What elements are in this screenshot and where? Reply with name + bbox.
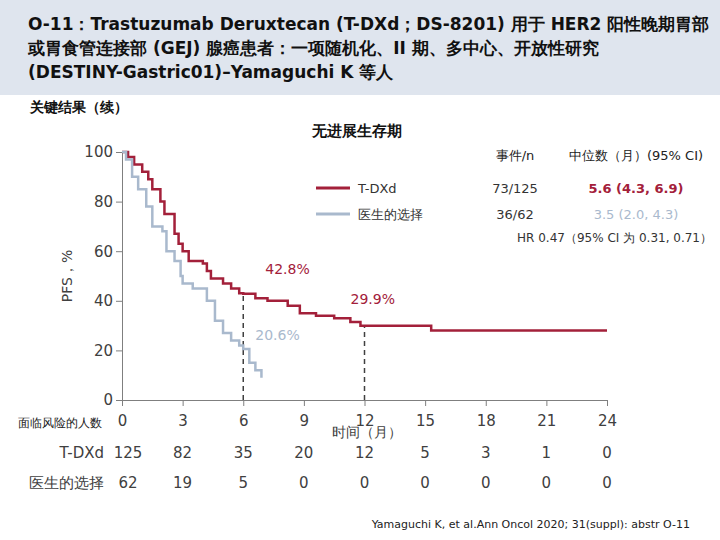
header-title: O-11：Trastuzumab Deruxtecan (T-DXd；DS-82… [28, 14, 709, 34]
tick: 6 [239, 400, 249, 430]
risk-row-label: T-DXd [58, 444, 104, 462]
risk-count: 0 [602, 474, 612, 492]
legend-cell: 73/125 [492, 181, 538, 196]
tick: 0 [118, 400, 128, 430]
risk-count: 0 [420, 474, 430, 492]
legend-label: 医生的选择 [358, 207, 423, 222]
chart-title: 无进展生存期 [311, 122, 402, 140]
tick-label: 0 [103, 391, 113, 409]
tick-mark [183, 400, 184, 406]
risk-table-title: 面临风险的人数 [18, 416, 102, 430]
tick: 3 [178, 400, 188, 430]
risk-count: 35 [234, 444, 253, 462]
legend-cell: 5.6 (4.3, 6.9) [589, 181, 684, 196]
tick-label: 18 [477, 412, 496, 430]
risk-count: 82 [173, 444, 192, 462]
reference-line [364, 326, 366, 400]
tick-mark [116, 251, 122, 252]
tick-mark [486, 400, 487, 406]
legend-cell: 36/62 [496, 207, 533, 222]
annotation-label: 42.8% [265, 261, 309, 277]
km-curve [122, 152, 261, 378]
tick-mark [116, 350, 122, 351]
tick-label: 100 [84, 143, 113, 161]
subtitle: 关键结果（续） [29, 99, 128, 115]
tick-mark [304, 400, 305, 406]
legend-swatch [316, 213, 350, 216]
risk-count: 20 [294, 444, 313, 462]
tick-mark [116, 202, 122, 203]
header-band [0, 0, 720, 95]
tick-mark [243, 400, 244, 406]
risk-count: 1 [542, 444, 552, 462]
tick-mark [122, 400, 123, 406]
y-axis: 0 20 40 60 80 100 [84, 143, 122, 409]
risk-count: 62 [118, 474, 137, 492]
tick: 24 [598, 400, 617, 430]
legend-swatch [316, 187, 350, 190]
tick-label: 20 [94, 342, 113, 360]
risk-count: 0 [299, 474, 309, 492]
risk-count: 0 [542, 474, 552, 492]
tick: 40 [94, 292, 122, 310]
tick: 20 [94, 342, 122, 360]
header-title: (DESTINY-Gastric01)–Yamaguchi K 等人 [28, 62, 394, 82]
annotation-label: 29.9% [351, 291, 395, 307]
tick-mark [116, 301, 122, 302]
tick-label: 0 [118, 412, 128, 430]
risk-count: 12 [355, 444, 374, 462]
legend-label: T-DXd [357, 181, 397, 196]
risk-count: 19 [173, 474, 192, 492]
tick-mark [607, 400, 608, 406]
tick: 60 [94, 243, 122, 261]
risk-row-label: 医生的选择 [29, 474, 104, 492]
tick: 21 [537, 400, 556, 430]
tick-mark [365, 400, 366, 406]
tick-label: 40 [94, 292, 113, 310]
tick-mark [116, 152, 122, 153]
tick-label: 21 [537, 412, 556, 430]
tick-label: 9 [300, 412, 310, 430]
tick: 18 [477, 400, 496, 430]
citation: Yamaguchi K, et al.Ann Oncol 2020; 31(su… [371, 518, 690, 531]
tick-label: 80 [94, 193, 113, 211]
annotation-label: 20.6% [255, 327, 299, 343]
tick: 15 [416, 400, 435, 430]
risk-count: 3 [481, 444, 491, 462]
tick: 80 [94, 193, 122, 211]
risk-count: 5 [420, 444, 430, 462]
tick-label: 15 [416, 412, 435, 430]
tick-mark [425, 400, 426, 406]
axis-line [122, 153, 123, 401]
risk-count: 0 [360, 474, 370, 492]
tick: 0 [103, 391, 122, 409]
risk-count: 5 [238, 474, 248, 492]
legend-cell: 3.5 (2.0, 4.3) [594, 207, 679, 222]
x-axis-label: 时间（月） [332, 424, 402, 440]
risk-count: 125 [114, 444, 143, 462]
tick-mark [546, 400, 547, 406]
legend-header: 事件/n [496, 148, 535, 163]
risk-count: 0 [481, 474, 491, 492]
tick: 9 [300, 400, 310, 430]
tick-label: 6 [239, 412, 249, 430]
risk-count: 0 [602, 444, 612, 462]
header-title: 或胃食管连接部 (GEJ) 腺癌患者：一项随机化、II 期、多中心、开放性研究 [27, 38, 599, 58]
tick-label: 24 [598, 412, 617, 430]
tick-mark [116, 400, 122, 401]
tick-label: 3 [178, 412, 188, 430]
slide: O-11：Trastuzumab Deruxtecan (T-DXd；DS-82… [0, 0, 720, 540]
y-axis-label: PFS，% [59, 250, 75, 302]
hazard-ratio: HR 0.47（95% CI 为 0.31, 0.71） [517, 231, 712, 245]
legend-header: 中位数（月）(95% CI) [569, 148, 703, 163]
tick-label: 60 [94, 243, 113, 261]
tick: 100 [84, 143, 122, 161]
plot-area [122, 152, 607, 400]
